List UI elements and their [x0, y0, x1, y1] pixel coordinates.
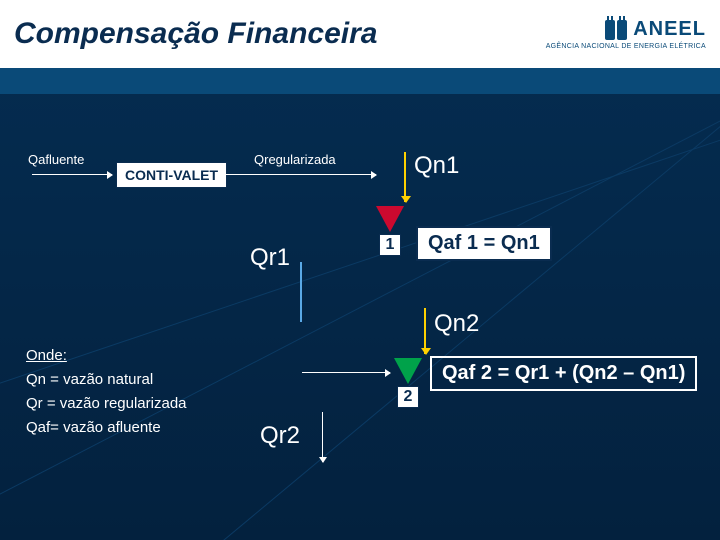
node1-triangle-icon [376, 206, 404, 232]
arrow-qn2 [424, 308, 426, 354]
qr2-label: Qr2 [260, 422, 300, 450]
legend-line-2: Qr = vazão regularizada [26, 392, 236, 416]
qr2-line [322, 412, 323, 462]
banner-strip [0, 68, 720, 94]
logo-subtitle: AGÊNCIA NACIONAL DE ENERGIA ELÉTRICA [546, 43, 706, 50]
legend-heading: Onde: [26, 344, 236, 368]
legend-box: Onde: Qn = vazão natural Qr = vazão regu… [26, 344, 236, 440]
arrow-qafluente [32, 174, 112, 175]
qn2-label: Qn2 [434, 310, 479, 338]
node1-number: 1 [379, 234, 401, 256]
formula-qaf1: Qaf 1 = Qn1 [416, 226, 552, 261]
page-title: Compensação Financeira [14, 17, 377, 51]
qr1-line [300, 262, 302, 322]
formula-qaf2: Qaf 2 = Qr1 + (Qn2 – Qn1) [430, 356, 697, 391]
qn1-label: Qn1 [414, 152, 459, 180]
qregularizada-label: Qregularizada [254, 152, 336, 167]
arrow-qn1 [404, 152, 406, 202]
brand-logo: ANEEL AGÊNCIA NACIONAL DE ENERGIA ELÉTRI… [546, 18, 706, 50]
header-bar: Compensação Financeira ANEEL AGÊNCIA NAC… [0, 0, 720, 68]
arrow-qr1-to-node2 [302, 372, 390, 373]
legend-line-3: Qaf= vazão afluente [26, 416, 236, 440]
diagram-area: Qafluente CONTI-VALET Qregularizada Qn1 … [0, 94, 720, 540]
plug-icon [605, 20, 627, 40]
node2-number: 2 [397, 386, 419, 408]
qafluente-label: Qafluente [28, 152, 84, 167]
qr1-label: Qr1 [250, 244, 290, 272]
node2-triangle-icon [394, 358, 422, 384]
logo-text: ANEEL [633, 18, 706, 41]
legend-line-1: Qn = vazão natural [26, 368, 236, 392]
conti-valet-box: CONTI-VALET [116, 162, 227, 188]
arrow-qregularizada [226, 174, 376, 175]
